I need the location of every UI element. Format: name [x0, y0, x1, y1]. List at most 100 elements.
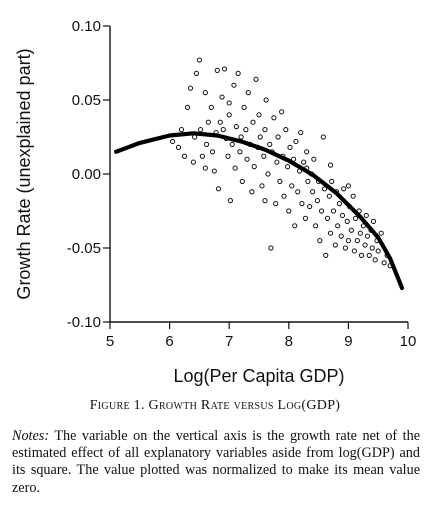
data-point	[196, 57, 202, 63]
data-point	[249, 189, 255, 195]
data-point	[205, 119, 211, 125]
data-point	[327, 230, 334, 236]
data-point	[245, 90, 251, 96]
data-point	[358, 252, 365, 258]
y-axis-label: Growth Rate (unexplained part)	[14, 48, 34, 299]
x-tick-label: 8	[285, 333, 293, 350]
data-point	[181, 153, 188, 159]
data-point	[362, 242, 368, 248]
data-point	[231, 82, 237, 88]
data-point	[226, 112, 232, 118]
data-point	[342, 245, 349, 251]
data-point	[283, 127, 289, 133]
x-tick-label: 6	[165, 333, 173, 350]
data-point	[261, 153, 267, 159]
data-point	[277, 178, 283, 184]
figure-chart: 5 6 7 8 9 10 0.10 0.05 0.00 -0.05 -0.10 Log(Per Ca…	[14, 18, 417, 386]
data-point	[281, 193, 287, 199]
data-point	[366, 252, 372, 258]
data-point	[304, 149, 310, 155]
data-point	[241, 104, 247, 111]
data-point	[169, 138, 176, 145]
data-point	[336, 201, 343, 207]
data-point	[229, 141, 235, 147]
data-point	[274, 159, 280, 165]
data-point	[197, 127, 204, 133]
data-point	[227, 198, 233, 204]
data-point	[307, 203, 313, 210]
data-point	[295, 189, 301, 195]
data-point	[345, 238, 351, 244]
data-point	[267, 141, 273, 147]
data-point	[262, 127, 268, 133]
data-point	[370, 218, 377, 224]
data-point	[232, 165, 238, 171]
data-point	[292, 223, 298, 229]
data-point	[351, 248, 357, 254]
data-point	[324, 215, 331, 221]
data-point	[320, 134, 326, 140]
data-point	[326, 193, 332, 199]
data-point	[262, 198, 268, 204]
data-point	[271, 115, 277, 121]
data-point	[193, 70, 200, 76]
y-tick-label: -0.05	[67, 240, 101, 257]
data-point	[208, 104, 214, 111]
data-point	[199, 153, 205, 159]
data-point	[289, 183, 295, 189]
data-point	[381, 260, 387, 266]
plot-points	[169, 57, 393, 269]
data-point	[372, 257, 378, 263]
data-point	[239, 178, 245, 184]
data-point	[335, 223, 341, 229]
data-point	[259, 183, 265, 189]
data-point	[184, 104, 191, 111]
scatter-plot: 5 6 7 8 9 10 0.10 0.05 0.00 -0.05 -0.10 Log(Per Ca…	[14, 18, 417, 386]
data-point	[190, 159, 197, 165]
data-point	[313, 223, 319, 229]
data-point	[287, 144, 293, 150]
data-point	[203, 141, 210, 147]
data-point	[202, 90, 208, 96]
data-point	[256, 112, 262, 118]
data-point	[317, 238, 323, 244]
x-tick-label: 9	[344, 333, 352, 350]
data-point	[348, 227, 354, 233]
data-point	[187, 85, 194, 91]
data-point	[321, 186, 328, 192]
data-point	[238, 134, 244, 140]
data-point	[251, 164, 257, 170]
x-axis-label: Log(Per Capita GDP)	[173, 366, 344, 386]
data-point	[330, 208, 337, 214]
data-point	[301, 159, 307, 165]
data-point	[364, 233, 371, 239]
data-point	[235, 70, 241, 76]
data-point	[369, 245, 375, 251]
data-point	[302, 215, 309, 221]
data-point	[233, 124, 239, 130]
x-tick-label: 10	[400, 333, 417, 350]
data-point	[310, 189, 316, 195]
notes-lead: Notes:	[12, 428, 50, 444]
data-point	[220, 127, 226, 133]
notes-body: The variable on the vertical axis is the…	[12, 428, 421, 496]
data-point	[357, 230, 363, 236]
data-point	[375, 248, 381, 254]
data-point	[217, 119, 223, 125]
y-tick-label: 0.05	[72, 92, 101, 109]
y-tick-label: -0.10	[67, 314, 101, 331]
data-point	[345, 183, 351, 189]
data-point	[175, 144, 182, 150]
data-point	[352, 215, 359, 221]
data-point	[286, 208, 292, 214]
data-point	[350, 193, 356, 199]
data-point	[250, 119, 256, 125]
data-point	[305, 178, 311, 184]
data-point	[298, 129, 304, 136]
data-point	[237, 149, 243, 155]
data-point	[318, 208, 325, 214]
data-point	[354, 238, 360, 244]
x-tick-label: 7	[225, 333, 233, 350]
data-point	[314, 198, 321, 204]
data-point	[211, 168, 217, 174]
